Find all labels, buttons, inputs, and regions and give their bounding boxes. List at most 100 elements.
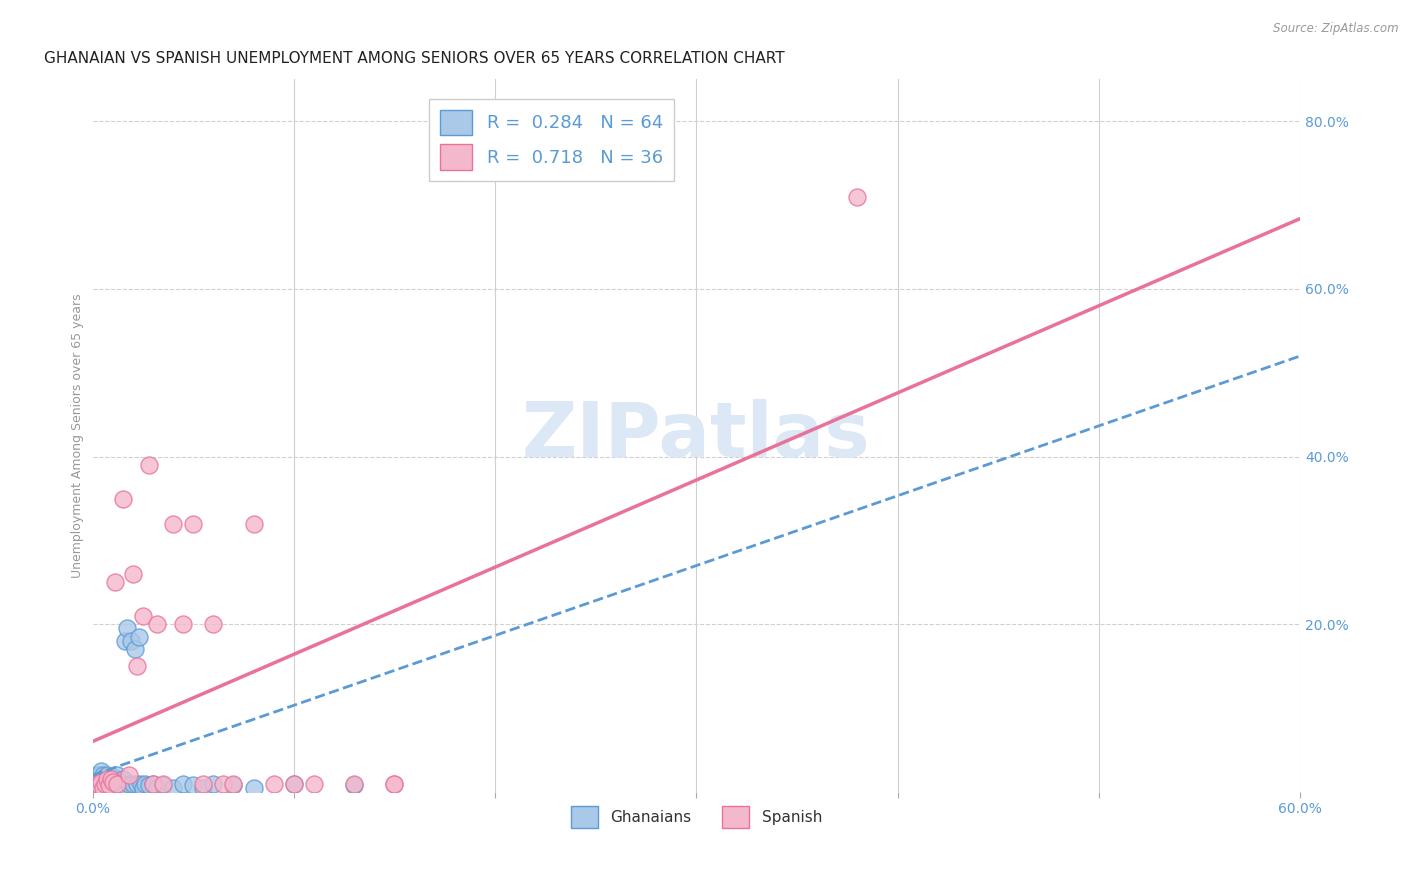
- Point: [121, 776, 143, 790]
- Point: [111, 780, 134, 795]
- Point: [107, 776, 129, 790]
- Point: [97, 778, 120, 792]
- Point: [96, 780, 118, 795]
- Point: [93, 776, 115, 790]
- Point: [283, 776, 305, 790]
- Point: [86, 768, 108, 782]
- Point: [83, 780, 105, 795]
- Point: [101, 776, 124, 790]
- Point: [100, 772, 122, 787]
- Point: [100, 775, 122, 789]
- Point: [101, 770, 124, 784]
- Point: [111, 772, 134, 787]
- Point: [222, 776, 245, 790]
- Point: [90, 772, 112, 787]
- Point: [132, 608, 155, 623]
- Point: [111, 491, 134, 506]
- Point: [118, 768, 141, 782]
- Text: Source: ZipAtlas.com: Source: ZipAtlas.com: [1274, 22, 1399, 36]
- Point: [86, 776, 108, 790]
- Point: [105, 778, 128, 792]
- Point: [101, 780, 124, 795]
- Point: [181, 516, 204, 531]
- Point: [93, 780, 115, 795]
- Point: [100, 780, 122, 795]
- Point: [91, 772, 114, 787]
- Point: [132, 780, 155, 795]
- Point: [104, 575, 127, 590]
- Legend: Ghanaians, Spanish: Ghanaians, Spanish: [564, 800, 828, 834]
- Point: [91, 780, 114, 795]
- Point: [152, 776, 174, 790]
- Point: [87, 781, 110, 796]
- Point: [138, 778, 160, 792]
- Point: [86, 778, 108, 792]
- Text: ZIPatlas: ZIPatlas: [522, 399, 870, 473]
- Point: [105, 768, 128, 782]
- Point: [90, 780, 112, 795]
- Point: [124, 642, 146, 657]
- Point: [162, 780, 184, 795]
- Point: [222, 778, 245, 792]
- Point: [193, 776, 215, 790]
- Point: [120, 634, 142, 648]
- Point: [97, 772, 120, 787]
- Point: [93, 770, 115, 784]
- Point: [91, 778, 114, 792]
- Point: [96, 768, 118, 782]
- Point: [105, 776, 128, 790]
- Point: [152, 778, 174, 792]
- Point: [104, 772, 127, 787]
- Point: [96, 775, 118, 789]
- Point: [91, 780, 114, 795]
- Point: [129, 776, 152, 790]
- Point: [384, 776, 406, 790]
- Point: [101, 775, 124, 789]
- Point: [125, 659, 148, 673]
- Point: [114, 634, 136, 648]
- Point: [142, 776, 165, 790]
- Point: [162, 516, 184, 531]
- Point: [110, 778, 132, 792]
- Point: [242, 516, 264, 531]
- Point: [125, 776, 148, 790]
- Point: [93, 776, 115, 790]
- Point: [263, 776, 285, 790]
- Point: [121, 566, 143, 581]
- Point: [97, 778, 120, 792]
- Point: [138, 458, 160, 472]
- Point: [90, 776, 112, 790]
- Point: [91, 768, 114, 782]
- Point: [142, 776, 165, 790]
- Point: [128, 630, 150, 644]
- Y-axis label: Unemployment Among Seniors over 65 years: Unemployment Among Seniors over 65 years: [72, 293, 84, 578]
- Point: [146, 780, 169, 795]
- Point: [83, 776, 105, 790]
- Point: [104, 780, 127, 795]
- Point: [302, 776, 325, 790]
- Point: [202, 617, 225, 632]
- Point: [202, 776, 225, 790]
- Point: [283, 776, 305, 790]
- Point: [846, 190, 869, 204]
- Point: [212, 776, 235, 790]
- Point: [118, 776, 141, 790]
- Point: [115, 622, 138, 636]
- Point: [83, 780, 105, 795]
- Point: [172, 617, 194, 632]
- Point: [172, 776, 194, 790]
- Point: [146, 617, 169, 632]
- Point: [181, 778, 204, 792]
- Point: [87, 778, 110, 792]
- Point: [87, 768, 110, 782]
- Point: [86, 775, 108, 789]
- Point: [343, 778, 366, 792]
- Point: [96, 772, 118, 787]
- Point: [193, 780, 215, 795]
- Point: [86, 780, 108, 795]
- Point: [87, 772, 110, 787]
- Point: [90, 764, 112, 778]
- Point: [90, 775, 112, 789]
- Point: [87, 778, 110, 792]
- Point: [134, 776, 156, 790]
